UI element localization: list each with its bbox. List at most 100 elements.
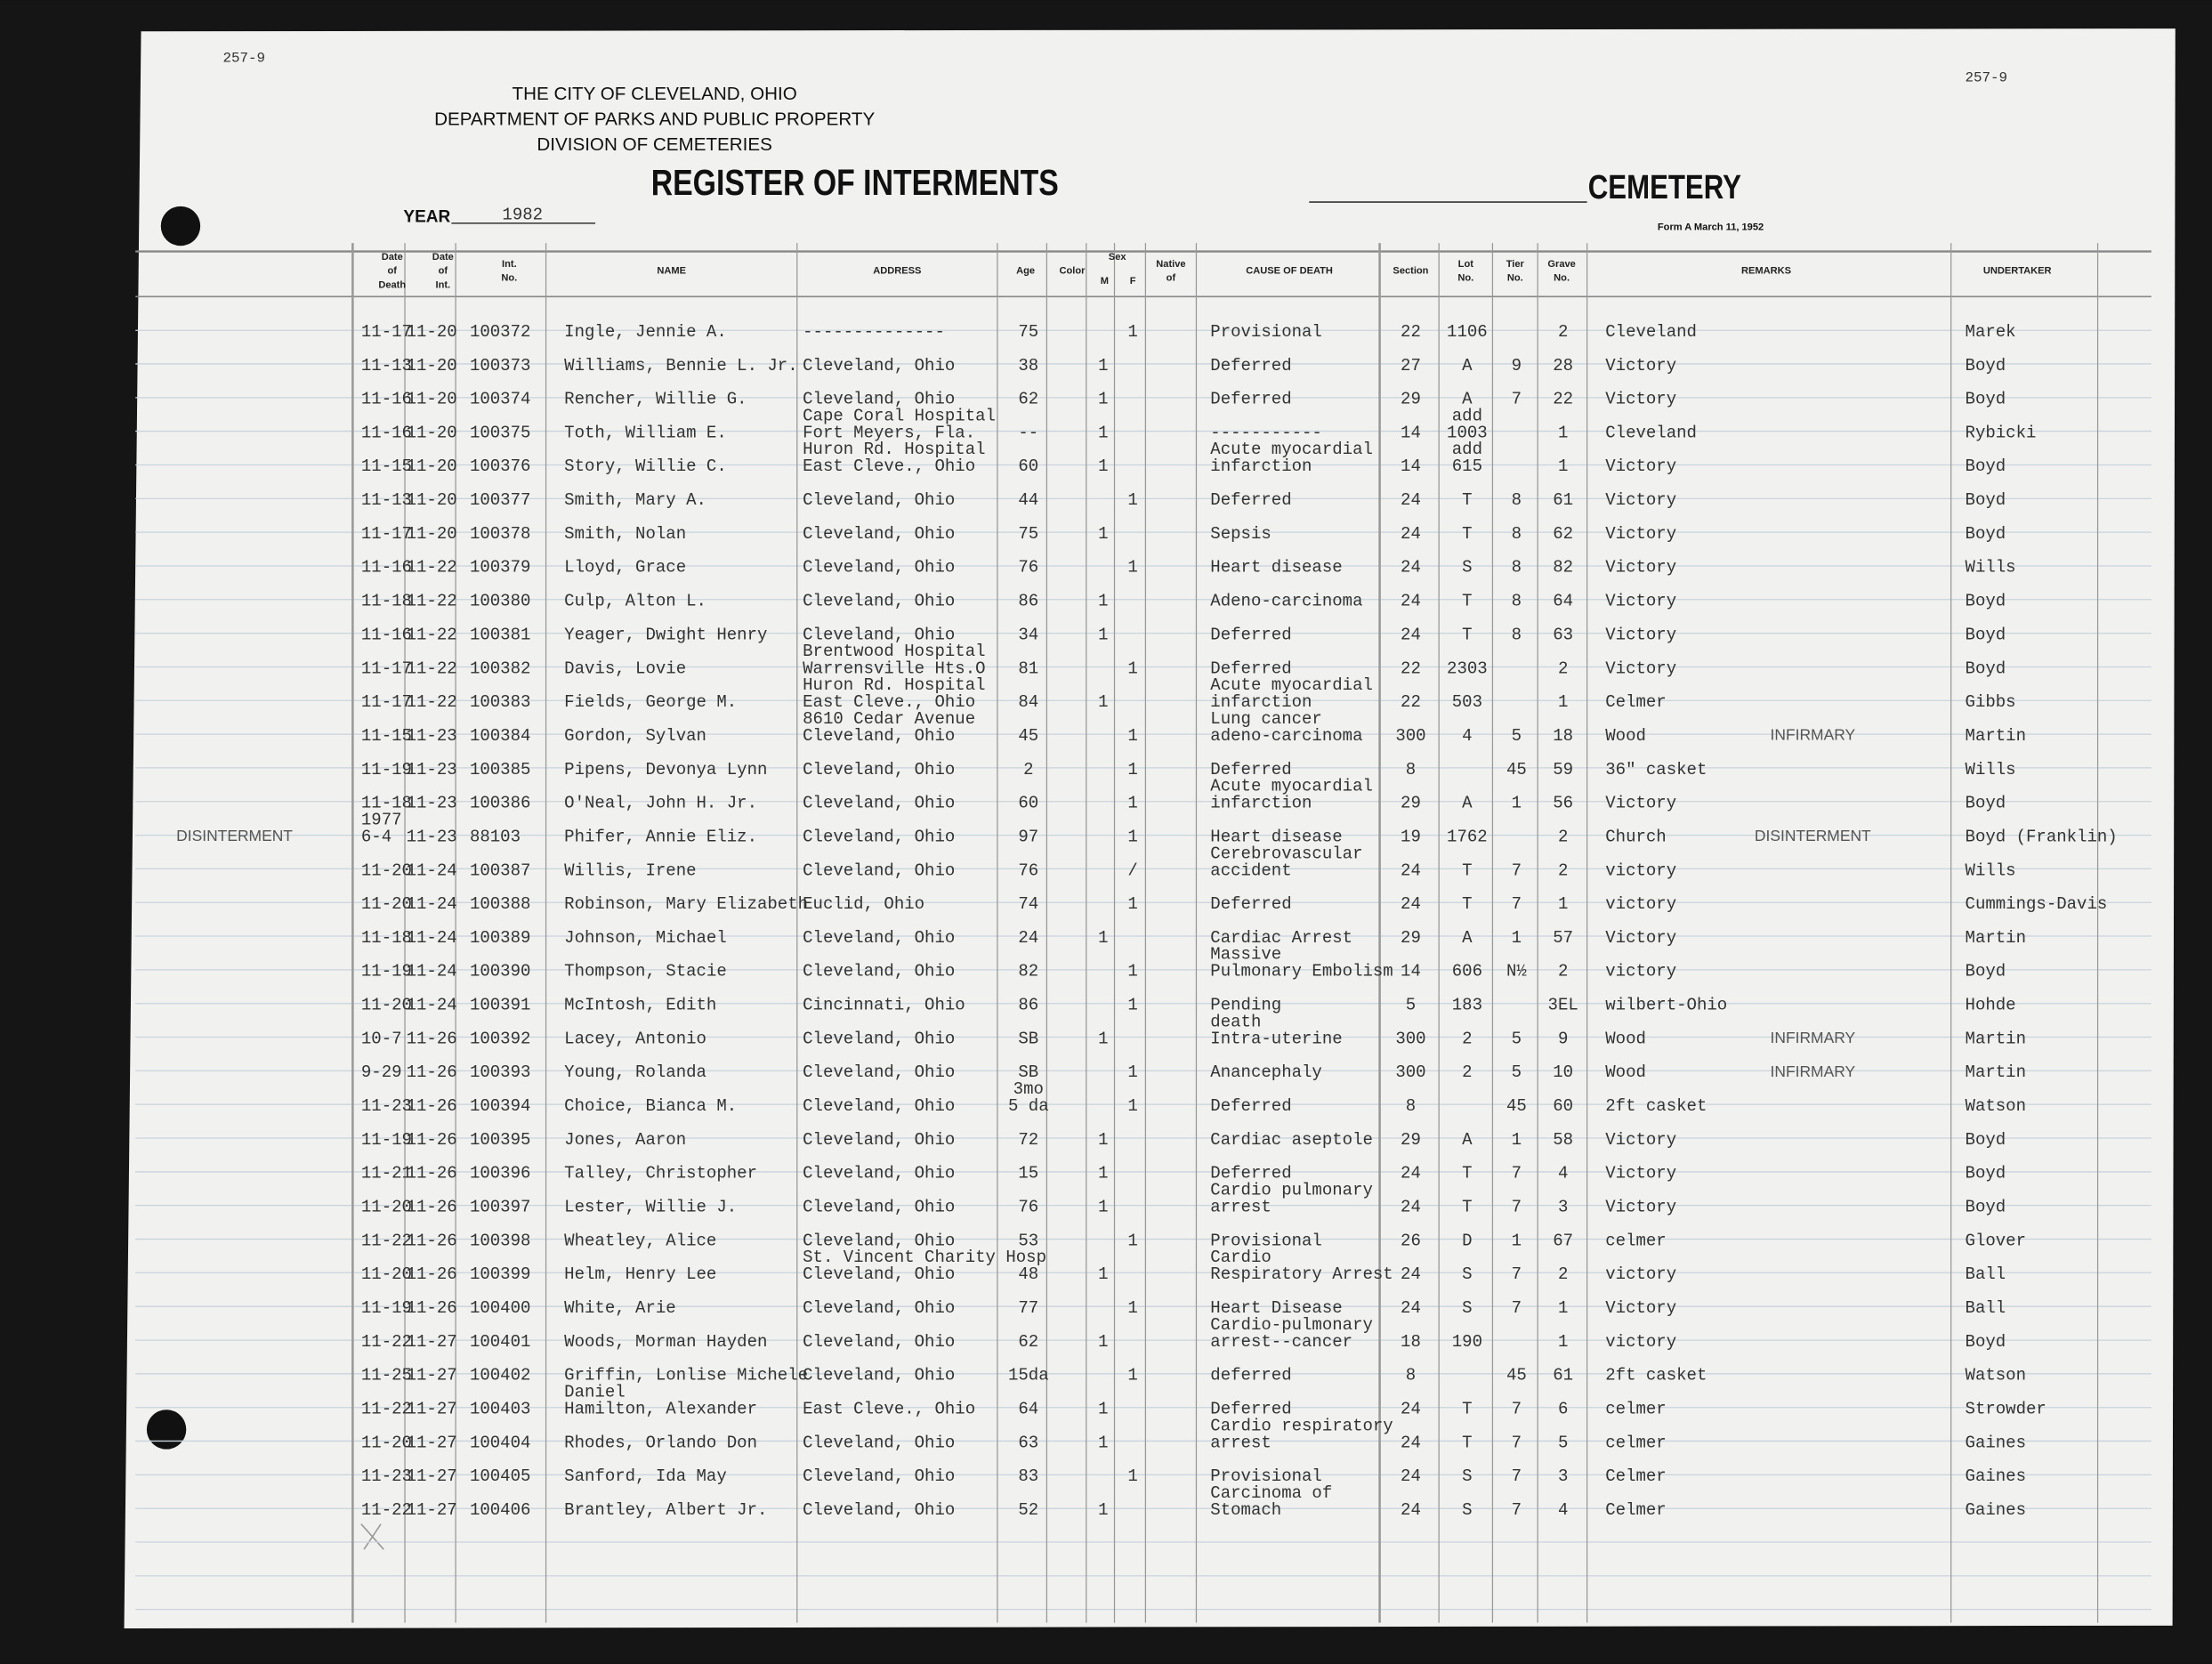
section: 5 [1406,996,1416,1015]
section: 300 [1395,1029,1425,1048]
f: 1 [1127,894,1137,914]
date-of-death: 1977 [361,810,402,829]
date-of-int: 11-23 [407,760,457,779]
grave: 1 [1558,456,1568,476]
int-no: 100379 [470,558,530,578]
cause: infarction [1210,692,1312,712]
cause: Cardio pulmonary [1210,1181,1373,1200]
grave: 10 [1553,1062,1573,1082]
name: Toth, William E. [564,424,727,443]
age: 82 [1018,962,1038,981]
int-no: 100381 [470,625,530,644]
grave: 2 [1558,658,1568,678]
name: Smith, Mary A. [564,490,706,510]
address: Euclid, Ohio [803,894,924,914]
section: 18 [1401,1332,1421,1352]
tier: 7 [1512,1198,1522,1217]
paper [124,28,2176,1628]
date-of-death: 11-15 [361,456,412,476]
name: Brantley, Albert Jr. [564,1500,767,1520]
tier: 1 [1512,1231,1522,1250]
lot: T [1462,625,1472,644]
date-of-int: 11-20 [407,390,457,409]
name: Fields, George M. [564,692,737,712]
cause: Pending [1210,996,1281,1015]
undertaker: Ball [1966,1264,2006,1284]
undertaker: Gaines [1966,1433,2026,1452]
cause: Provisional [1210,322,1322,342]
section: 29 [1401,390,1421,409]
undertaker: Gaines [1966,1500,2026,1520]
undertaker: Boyd [1966,1164,2006,1183]
f: 1 [1127,1366,1137,1385]
int-no: 100372 [470,322,530,342]
date-of-int: 11-26 [407,1130,457,1150]
date-of-death: 11-16 [361,424,412,443]
tier: 7 [1512,1264,1522,1284]
page-number: 257-9 [223,51,266,67]
lot: 2303 [1447,658,1488,678]
grave: 63 [1553,625,1573,644]
cemetery: Victory [1605,658,1676,678]
address: Cleveland, Ohio [803,1198,955,1217]
m: 1 [1098,1164,1108,1183]
cemetery: Victory [1605,390,1676,409]
address: Cleveland, Ohio [803,726,955,746]
tier: 7 [1512,390,1522,409]
int-no: 100390 [470,962,530,981]
lot: S [1462,558,1472,578]
cause: accident [1210,860,1291,880]
lot: A [1462,1130,1473,1150]
column-header: Int. [436,280,451,291]
cemetery: Celmer [1605,1500,1666,1520]
section: 24 [1401,1298,1421,1318]
cause: Cardio respiratory [1210,1416,1393,1435]
lot: T [1462,490,1472,510]
name: McIntosh, Edith [564,996,716,1015]
cause: Deferred [1210,1164,1291,1183]
m: 1 [1098,1433,1108,1452]
cause: ----------- [1210,424,1322,443]
grave: 2 [1558,860,1568,880]
name: Lloyd, Grace [564,558,686,578]
name: Davis, Lovie [564,658,686,678]
name: Woods, Morman Hayden [564,1332,767,1352]
undertaker: Boyd (Franklin) [1966,827,2118,846]
name: Robinson, Mary Elizabeth [564,894,808,914]
age: 81 [1018,658,1038,678]
date-of-int: 11-24 [407,860,457,880]
cause: Deferred [1210,658,1291,678]
int-no: 100397 [470,1198,530,1217]
cemetery: victory [1605,894,1676,914]
undertaker: Boyd [1966,794,2006,813]
date-of-int: 11-20 [407,424,457,443]
m: 1 [1098,456,1108,476]
cemetery: wilbert-Ohio [1605,996,1727,1015]
f: 1 [1127,1096,1137,1116]
cause: Deferred [1210,390,1291,409]
punch-hole [146,1410,187,1450]
cause: Provisional [1210,1231,1322,1250]
age: 86 [1018,996,1038,1015]
cause: Sepsis [1210,524,1271,544]
cause: infarction [1210,456,1312,476]
cause: Cardio-pulmonary [1210,1315,1373,1335]
undertaker: Martin [1966,1062,2026,1082]
cemetery-label: CEMETERY [1588,169,1741,206]
section: 24 [1401,625,1421,644]
address: Cleveland, Ohio [803,1500,955,1520]
grave: 1 [1558,1332,1568,1352]
cemetery: Victory [1605,356,1676,376]
cemetery: victory [1605,1264,1676,1284]
f: 1 [1127,558,1137,578]
age: 15 [1018,1164,1038,1183]
age: 97 [1018,827,1038,846]
cause: Cardiac Arrest [1210,928,1352,948]
undertaker: Strowder [1966,1399,2047,1418]
cause: Stomach [1210,1500,1281,1520]
section: 8 [1406,1096,1416,1116]
cause: Deferred [1210,1399,1291,1418]
age: -- [1018,424,1038,443]
section: 29 [1401,1130,1421,1150]
int-no: 100406 [470,1500,530,1520]
